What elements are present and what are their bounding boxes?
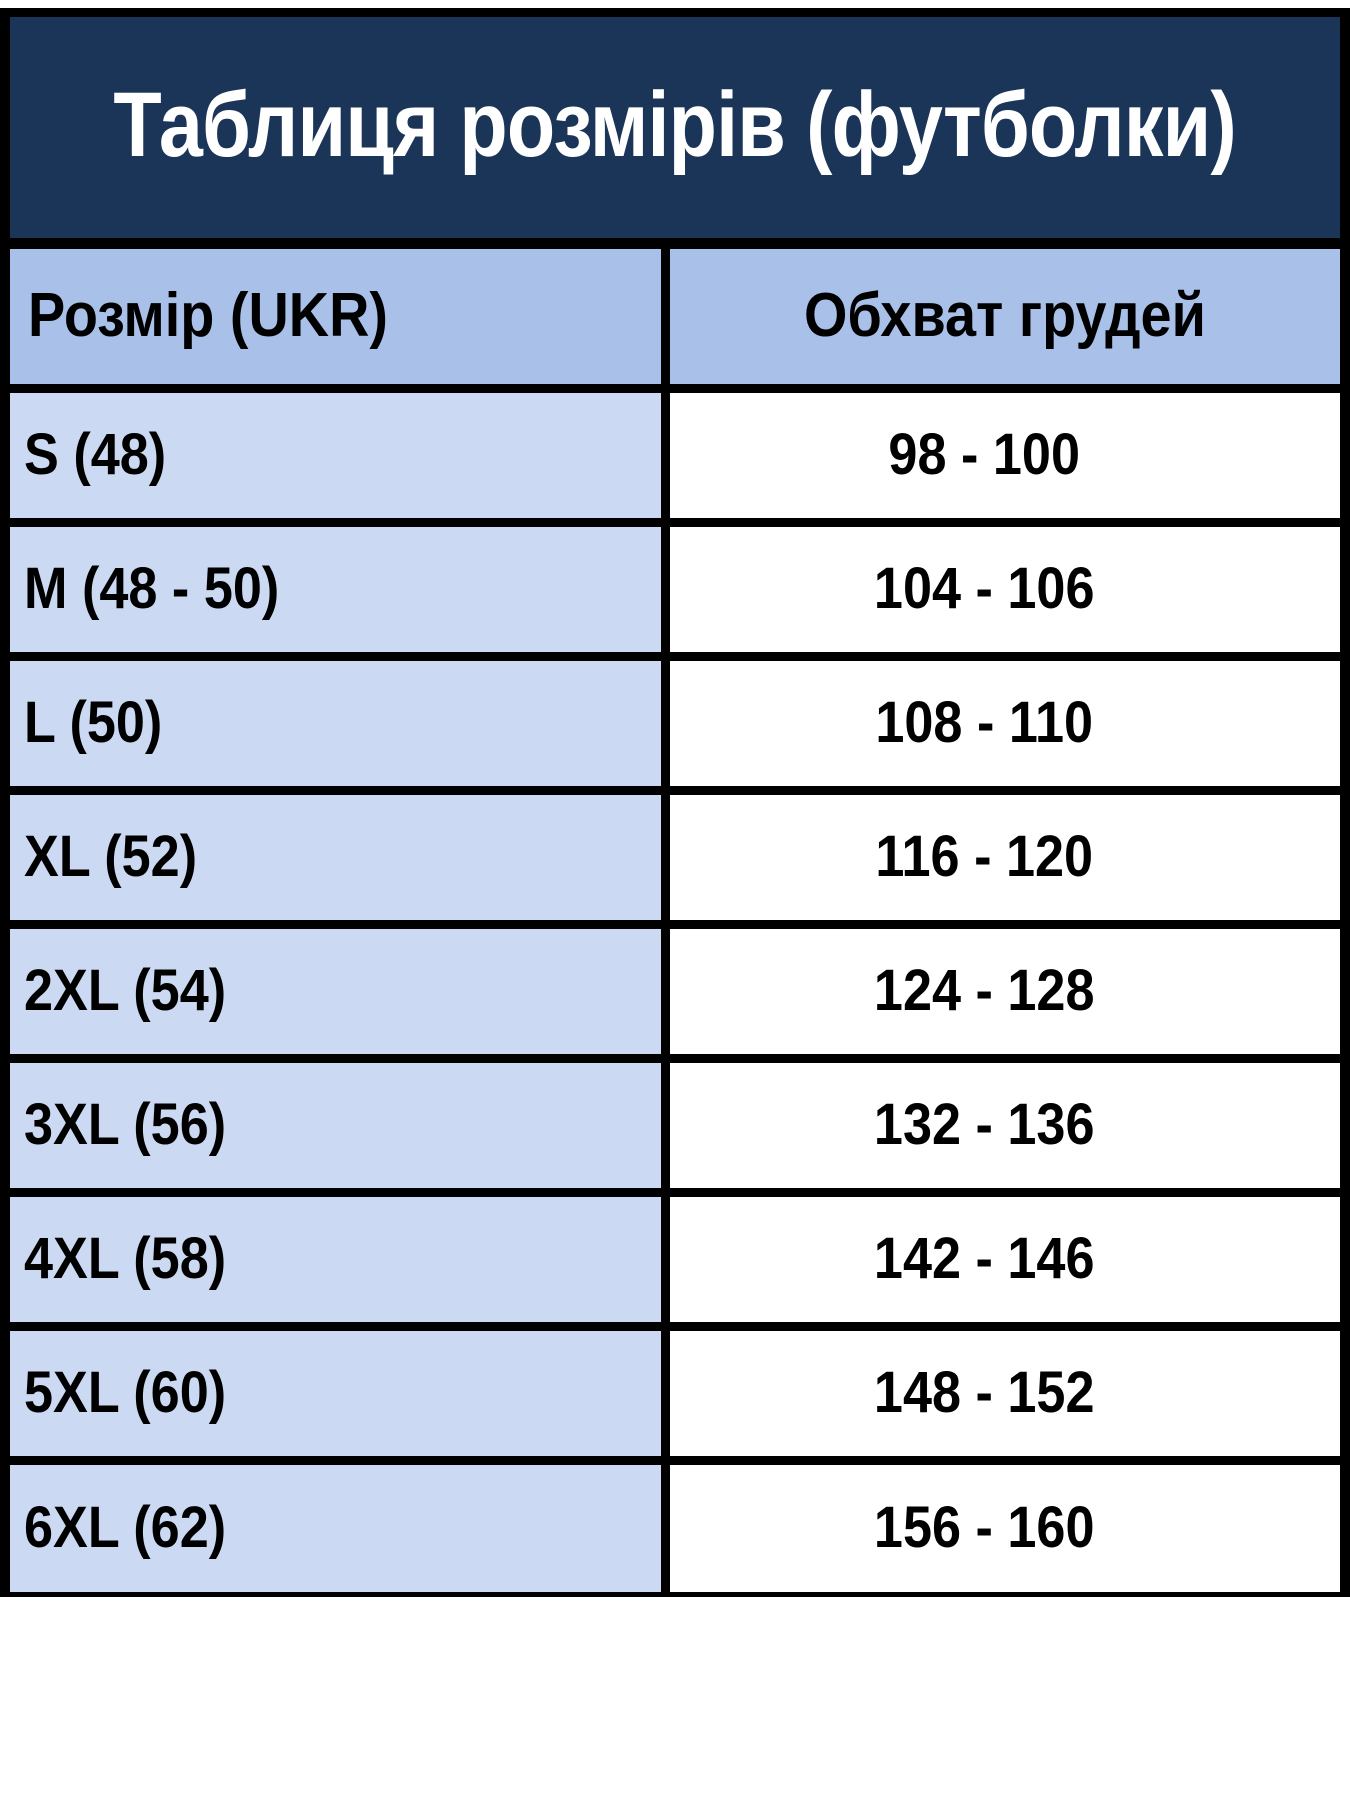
table-row: S (48) 98 - 100 bbox=[10, 388, 1340, 527]
size-table: Розмір (UKR) Обхват грудей S (48) 98 - 1… bbox=[10, 249, 1340, 1597]
cell-chest: 124 - 128 bbox=[665, 924, 1340, 1063]
cell-size: L (50) bbox=[10, 656, 671, 795]
cell-size-label: L (50) bbox=[24, 690, 163, 755]
cell-size: XL (52) bbox=[10, 790, 671, 929]
chart-title-bar: Таблиця розмірів (футболки) bbox=[10, 17, 1340, 249]
cell-size: 2XL (54) bbox=[10, 924, 671, 1063]
cell-chest-value: 142 - 146 bbox=[874, 1226, 1095, 1291]
cell-chest: 104 - 106 bbox=[665, 522, 1340, 661]
cell-chest-value: 148 - 152 bbox=[874, 1360, 1095, 1425]
cell-size: 5XL (60) bbox=[10, 1326, 671, 1465]
cell-size-label: M (48 - 50) bbox=[24, 556, 280, 621]
cell-chest: 156 - 160 bbox=[665, 1460, 1340, 1597]
cell-size-label: 2XL (54) bbox=[24, 958, 227, 1023]
cell-chest: 142 - 146 bbox=[665, 1192, 1340, 1331]
cell-size-label: 4XL (58) bbox=[24, 1226, 227, 1291]
cell-size-label: 3XL (56) bbox=[24, 1092, 227, 1157]
cell-size-label: 5XL (60) bbox=[24, 1360, 227, 1425]
cell-size: 6XL (62) bbox=[10, 1460, 671, 1597]
cell-chest-value: 156 - 160 bbox=[874, 1495, 1095, 1560]
cell-chest-value: 108 - 110 bbox=[875, 690, 1094, 755]
column-header-size-label: Розмір (UKR) bbox=[28, 281, 388, 351]
table-header: Розмір (UKR) Обхват грудей bbox=[10, 249, 1340, 393]
cell-size-label: 6XL (62) bbox=[24, 1495, 227, 1560]
cell-chest: 98 - 100 bbox=[665, 388, 1340, 527]
cell-chest-value: 104 - 106 bbox=[874, 556, 1095, 621]
table-body: S (48) 98 - 100 M (48 - 50) 104 - 106 L … bbox=[10, 388, 1340, 1597]
cell-chest: 116 - 120 bbox=[665, 790, 1340, 929]
cell-size-label: S (48) bbox=[24, 422, 167, 487]
cell-chest-value: 98 - 100 bbox=[888, 422, 1081, 487]
cell-size: 4XL (58) bbox=[10, 1192, 671, 1331]
page-title: Таблиця розмірів (футболки) bbox=[113, 73, 1237, 176]
table-header-row: Розмір (UKR) Обхват грудей bbox=[10, 249, 1340, 393]
cell-size-label: XL (52) bbox=[24, 824, 198, 889]
cell-chest-value: 124 - 128 bbox=[874, 958, 1095, 1023]
column-header-size: Розмір (UKR) bbox=[10, 249, 671, 393]
table-row: 5XL (60) 148 - 152 bbox=[10, 1326, 1340, 1465]
cell-size: M (48 - 50) bbox=[10, 522, 671, 661]
cell-chest-value: 116 - 120 bbox=[875, 824, 1094, 889]
cell-size: 3XL (56) bbox=[10, 1058, 671, 1197]
cell-chest-value: 132 - 136 bbox=[874, 1092, 1095, 1157]
table-row: 3XL (56) 132 - 136 bbox=[10, 1058, 1340, 1197]
size-chart-table: Таблиця розмірів (футболки) Розмір (UKR)… bbox=[0, 8, 1350, 1597]
column-header-chest-label: Обхват грудей bbox=[804, 281, 1207, 351]
table-row: 6XL (62) 156 - 160 bbox=[10, 1460, 1340, 1597]
table-row: L (50) 108 - 110 bbox=[10, 656, 1340, 795]
cell-chest: 108 - 110 bbox=[665, 656, 1340, 795]
table-row: XL (52) 116 - 120 bbox=[10, 790, 1340, 929]
cell-size: S (48) bbox=[10, 388, 671, 527]
cell-chest: 148 - 152 bbox=[665, 1326, 1340, 1465]
table-row: 4XL (58) 142 - 146 bbox=[10, 1192, 1340, 1331]
table-row: 2XL (54) 124 - 128 bbox=[10, 924, 1340, 1063]
table-row: M (48 - 50) 104 - 106 bbox=[10, 522, 1340, 661]
column-header-chest: Обхват грудей bbox=[665, 249, 1340, 393]
cell-chest: 132 - 136 bbox=[665, 1058, 1340, 1197]
